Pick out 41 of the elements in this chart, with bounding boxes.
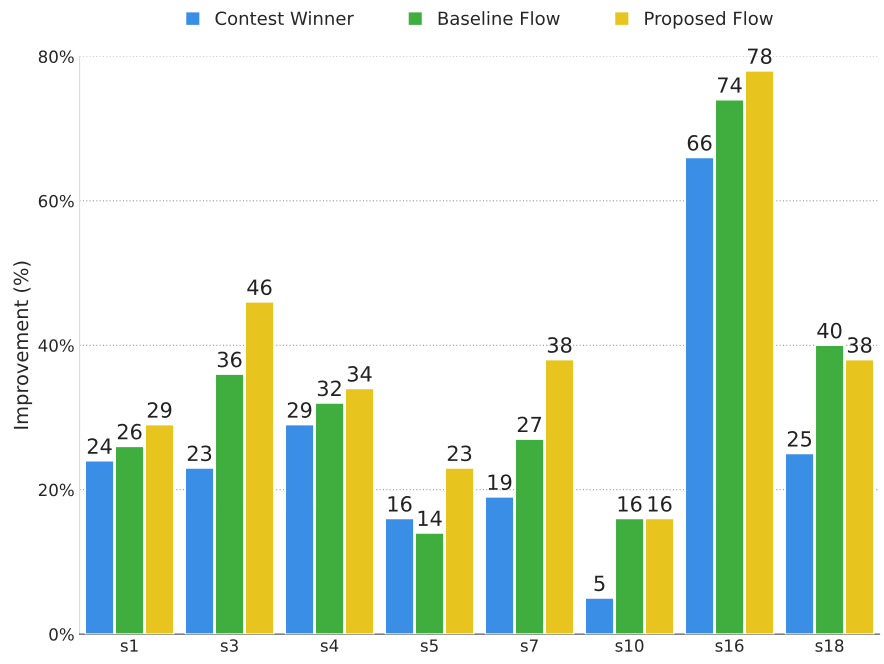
data-label: 16 xyxy=(388,496,412,512)
x-tick-label: s3 xyxy=(220,639,238,652)
x-tick-label: s5 xyxy=(420,639,438,652)
data-label: 24 xyxy=(88,438,112,454)
y-tick-label: 80% xyxy=(38,50,74,64)
data-label: 14 xyxy=(418,510,442,526)
data-label: 32 xyxy=(318,380,341,396)
x-tick-label: s18 xyxy=(816,639,844,652)
data-label: 34 xyxy=(348,366,372,382)
data-label: 27 xyxy=(518,416,542,432)
y-axis-title: Improvement (%) xyxy=(13,262,32,429)
data-label: 38 xyxy=(548,337,572,353)
y-tick-label: 40% xyxy=(38,339,74,352)
y-tick-label: 0% xyxy=(49,628,74,641)
data-label: 5 xyxy=(594,576,604,592)
x-tick-label: s4 xyxy=(320,639,338,652)
legend-label: Contest Winner xyxy=(215,11,354,26)
legend-label: Proposed Flow xyxy=(645,11,773,29)
data-label: 25 xyxy=(788,431,812,447)
data-label: 66 xyxy=(688,134,712,151)
data-label: 16 xyxy=(618,496,642,512)
x-tick-label: s1 xyxy=(120,639,138,652)
data-label: 29 xyxy=(148,402,172,418)
data-label: 46 xyxy=(247,279,272,296)
legend-label: Baseline Flow xyxy=(438,11,560,26)
data-label: 38 xyxy=(848,337,872,353)
data-label: 16 xyxy=(648,496,672,512)
data-label: 78 xyxy=(748,48,772,64)
data-label: 23 xyxy=(188,445,212,462)
data-label: 29 xyxy=(288,402,312,418)
data-label: 40 xyxy=(817,322,842,338)
data-label: 23 xyxy=(448,445,472,462)
data-label: 26 xyxy=(118,424,142,440)
x-tick-label: s7 xyxy=(520,639,538,652)
data-label: 19 xyxy=(488,474,512,490)
data-label: 36 xyxy=(218,352,242,368)
x-tick-label: s16 xyxy=(716,639,744,652)
x-tick-label: s10 xyxy=(616,639,644,652)
y-tick-label: 20% xyxy=(38,484,74,496)
data-label: 74 xyxy=(718,77,742,93)
y-tick-label: 60% xyxy=(38,194,74,208)
